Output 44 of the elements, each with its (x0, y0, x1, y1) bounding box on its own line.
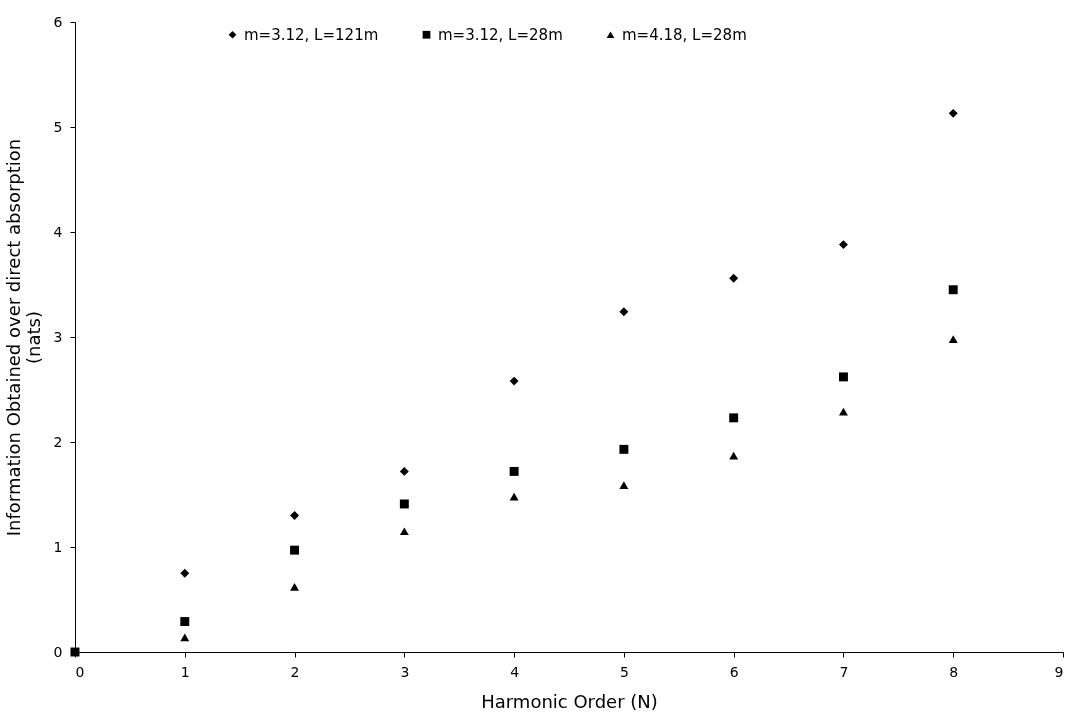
x-tick-label: 4 (510, 663, 520, 680)
y-tick-label: 0 (53, 643, 63, 660)
point (619, 307, 629, 317)
x-tick-label: 1 (180, 663, 190, 680)
point (838, 372, 848, 382)
x-tick-label: 5 (619, 663, 629, 680)
point (180, 568, 190, 578)
point (509, 466, 519, 476)
y-tick-label: 2 (53, 433, 63, 450)
y-tick-label: 3 (53, 328, 63, 345)
point (948, 285, 958, 295)
point (509, 376, 519, 386)
point (948, 108, 958, 118)
point (729, 451, 739, 460)
legend-label: m=3.12, L=28m (438, 25, 563, 44)
legend-label: m=4.18, L=28m (622, 25, 747, 44)
point (619, 444, 629, 454)
point (399, 466, 409, 476)
x-tick-label: 7 (839, 663, 849, 680)
x-axis-title: Harmonic Order (N) (481, 690, 658, 712)
point (399, 499, 409, 509)
point (838, 240, 848, 250)
y-tick-label: 1 (53, 538, 63, 555)
y-axis-title: Information Obtained over direct absorption (nats) (2, 138, 44, 537)
point (290, 583, 300, 591)
point (290, 511, 300, 520)
x-tick-label: 3 (400, 663, 410, 680)
x-tick-label: 9 (1054, 663, 1064, 680)
x-tick-label: 6 (729, 663, 739, 680)
point (290, 545, 300, 555)
x-tick-label: 2 (290, 663, 300, 680)
y-tick-label: 6 (53, 13, 63, 30)
point (399, 527, 409, 536)
y-tick-label: 4 (53, 223, 63, 240)
x-tick-label: 8 (949, 663, 959, 680)
point (180, 633, 190, 642)
point (180, 617, 190, 627)
point (619, 481, 629, 489)
point (729, 273, 739, 283)
y-tick-label: 5 (53, 118, 63, 135)
x-tick-label: 0 (75, 663, 85, 680)
legend-label: m=3.12, L=121m (244, 25, 379, 44)
point (729, 413, 739, 423)
point (948, 335, 958, 343)
